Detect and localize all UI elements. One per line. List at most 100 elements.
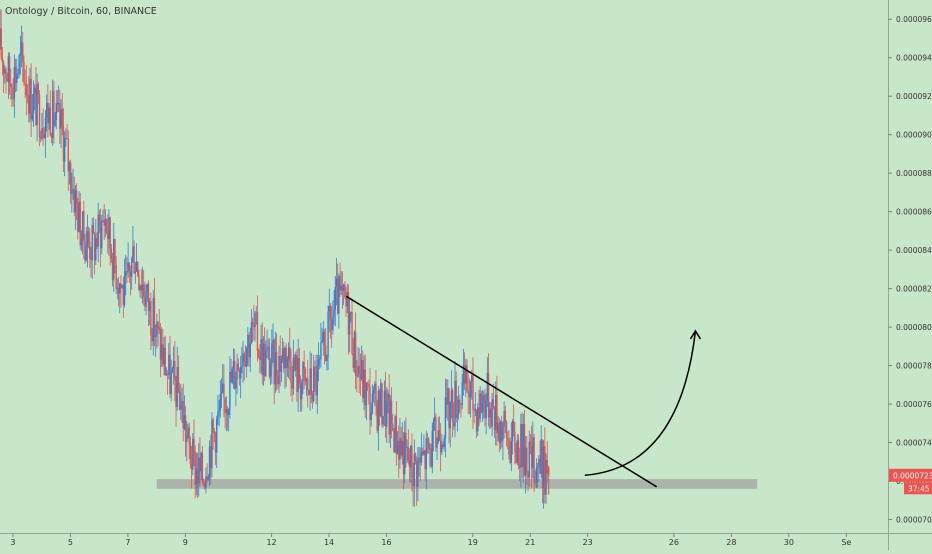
candle-body [144,296,146,307]
candle-body [429,448,431,450]
candle-body [532,437,534,469]
candle-body [159,329,162,360]
candle-body [222,383,224,393]
candle-body [380,383,382,417]
candle-body [229,371,231,410]
candle-body [244,361,247,367]
candle-body [250,322,253,344]
candle-body [341,285,344,291]
candle-body [137,261,139,276]
candle-body [249,343,251,358]
candle-body [162,344,164,365]
candle-body [321,340,323,343]
candle-body [293,357,296,371]
candle-body [30,78,32,120]
candle-body [386,400,388,427]
candle-body [13,66,16,99]
candle-body [320,342,322,359]
candle-body [410,445,412,468]
candle-body [356,375,358,377]
candle-body [105,219,108,233]
candle-body [26,95,29,97]
candle-body [0,28,2,58]
candle-body [119,283,121,294]
time-axis[interactable]: 3 5 7 9 12 14 16 19 21 23 26 28 30 Se [10,533,851,547]
candle-body [357,365,359,377]
candle-body [377,390,380,431]
candle-body [308,390,310,395]
candle-body [450,390,453,403]
candle-body [50,135,53,138]
candle-body [443,437,445,447]
candle-body [481,402,484,413]
candle-body [117,288,120,294]
support-zone[interactable] [156,479,758,489]
candle-body [413,453,416,487]
candle-body [535,467,538,483]
candle-body [73,189,75,213]
candle-body [342,284,345,291]
candle-body [160,344,163,360]
candle-body [491,399,493,427]
candle-body [254,313,256,328]
candle-body [10,83,12,88]
candle-body [268,346,271,377]
candle-body [60,109,62,129]
candle-body [89,242,91,259]
time-tick-label: 23 [583,538,593,547]
candle-body [232,360,235,369]
candle-body [521,424,523,468]
candle-body [256,312,259,351]
candle-body [546,459,548,474]
projection-arrow-curve[interactable] [584,330,697,477]
price-axis[interactable]: 0.00007000.00007200.00007400.00007600.00… [888,15,932,525]
candle-body [336,278,339,314]
candle-body [178,391,181,410]
candle-body [36,83,38,126]
candle-body [497,422,499,434]
candle-body [271,343,273,366]
candle-body [323,331,326,346]
time-tick-label: 30 [784,538,794,547]
candle-body [431,430,433,467]
candle-body [51,90,54,138]
candle-body [541,439,544,489]
candle-body [131,258,133,277]
candle-body [469,381,472,398]
candle-body [43,134,46,138]
candle-body [376,404,378,431]
time-tick-label: Se [841,538,851,547]
candle-body [134,271,137,274]
candle-body [98,214,101,223]
candle-body [369,386,371,421]
candle-body [90,258,92,261]
time-tick-label: 28 [726,538,736,547]
candle-body [517,440,520,466]
candle-body [384,390,387,427]
descending-trendline[interactable] [345,295,658,488]
candle-body [303,361,305,369]
time-tick-label: 21 [525,538,535,547]
candle-body [512,421,515,432]
candle-body [176,366,178,408]
candle-body [515,452,517,463]
candle-body [279,355,281,372]
candle-body [113,238,115,281]
time-tick-label: 19 [468,538,478,547]
candle-body [103,220,105,226]
candle-body [84,241,86,261]
candle-body [520,424,522,468]
candle-body [509,454,511,463]
candle-body [80,239,83,246]
candle-body [164,347,166,376]
candle-body [79,201,81,246]
candle-body [6,78,8,82]
candle-body [309,368,311,395]
